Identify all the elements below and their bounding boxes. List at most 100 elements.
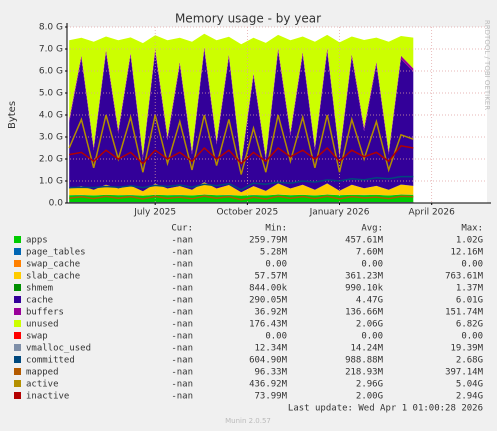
legend-column-header: Min:: [265, 224, 287, 234]
legend-stat: 0.00: [461, 332, 483, 342]
legend-stat: 2.68G: [456, 356, 483, 366]
y-tick-label: 6.0 G: [39, 67, 63, 77]
legend: Cur: Min: Avg: Max: apps -nan 259.79M 457.61M 1.…: [14, 224, 484, 402]
legend-entry: active: [26, 380, 59, 390]
y-tick-label: 0.0: [49, 199, 64, 209]
y-tick-label: 5.0 G: [39, 89, 63, 99]
legend-stat: 151.74M: [445, 308, 484, 318]
legend-stat: 73.99M: [254, 392, 287, 402]
legend-stat: 0.00: [461, 260, 483, 270]
legend-entry: vmalloc_used: [26, 344, 91, 354]
legend-stat: 1.02G: [456, 236, 483, 246]
legend-stat: -nan: [171, 248, 193, 258]
legend-stat: 1.37M: [456, 284, 484, 294]
legend-stat: 436.92M: [249, 380, 288, 390]
legend-column-header: Cur:: [171, 224, 193, 234]
y-tick-label: 2.0 G: [39, 155, 63, 165]
legend-stat: 988.88M: [345, 356, 384, 366]
legend-entry: apps: [26, 236, 48, 246]
legend-stat: 7.60M: [356, 248, 384, 258]
legend-swatch: [14, 320, 21, 327]
legend-stat: -nan: [171, 320, 193, 330]
legend-entry: swap_cache: [26, 260, 80, 270]
legend-entry: shmem: [26, 284, 53, 294]
legend-stat: -nan: [171, 308, 193, 318]
legend-stat: 136.66M: [345, 308, 384, 318]
legend-stat: 990.10k: [345, 284, 384, 294]
legend-swatch: [14, 368, 21, 375]
legend-column-header: Max:: [461, 224, 483, 234]
legend-swatch: [14, 248, 21, 255]
footer: Last update: Wed Apr 1 01:00:28 2026: [288, 404, 483, 414]
legend-stat: -nan: [171, 296, 193, 306]
legend-stat: 0.00: [265, 332, 287, 342]
legend-stat: 457.61M: [345, 236, 384, 246]
plot: 0.0 1.0 G 2.0 G 3.0 G 4.0 G 5.0 G 6.0 G 7.0 G 8.…: [39, 23, 491, 218]
line: [69, 175, 414, 191]
legend-stat: 19.39M: [450, 344, 483, 354]
legend-stat: 2.00G: [356, 392, 383, 402]
legend-stat: 176.43M: [249, 320, 288, 330]
legend-stat: 2.94G: [456, 392, 483, 402]
legend-stat: 844.00k: [249, 284, 288, 294]
legend-stat: -nan: [171, 344, 193, 354]
legend-stat: 5.04G: [456, 380, 483, 390]
legend-stat: 0.00: [265, 260, 287, 270]
legend-entry: buffers: [26, 308, 64, 318]
legend-swatch: [14, 344, 21, 351]
legend-swatch: [14, 356, 21, 363]
legend-stat: -nan: [171, 284, 193, 294]
legend-column-header: Avg:: [361, 224, 383, 234]
legend-swatch: [14, 236, 21, 243]
legend-stat: 361.23M: [345, 272, 384, 282]
legend-stat: 4.47G: [356, 296, 383, 306]
legend-stat: 12.16M: [450, 248, 483, 258]
legend-stat: -nan: [171, 392, 193, 402]
version: Munin 2.0.57: [225, 417, 271, 425]
line: [69, 144, 414, 165]
legend-stat: -nan: [171, 356, 193, 366]
legend-stat: 397.14M: [445, 368, 484, 378]
legend-stat: -nan: [171, 272, 193, 282]
legend-stat: 6.01G: [456, 296, 483, 306]
legend-swatch: [14, 260, 21, 267]
legend-stat: 763.61M: [445, 272, 484, 282]
area: [69, 194, 414, 196]
legend-stat: 2.96G: [356, 380, 383, 390]
legend-swatch: [14, 272, 21, 279]
area: [69, 33, 414, 163]
legend-entry: committed: [26, 356, 75, 366]
y-tick-label: 7.0 G: [39, 45, 63, 55]
y-tick-label: 3.0 G: [39, 133, 63, 143]
x-tick-label: April 2026: [409, 208, 456, 218]
legend-stat: 290.05M: [249, 296, 288, 306]
legend-entry: unused: [26, 320, 59, 330]
line: [68, 114, 414, 175]
y-tick-label: 8.0 G: [39, 23, 63, 33]
y-tick-label: 1.0 G: [39, 177, 63, 187]
legend-stat: -nan: [171, 380, 193, 390]
y-axis-label: Bytes: [7, 101, 18, 129]
legend-swatch: [14, 380, 21, 387]
legend-entry: cache: [26, 296, 53, 306]
area: [69, 194, 414, 203]
legend-stat: 57.57M: [254, 272, 287, 282]
legend-stat: -nan: [171, 332, 193, 342]
legend-stat: 218.93M: [345, 368, 384, 378]
x-tick-label: July 2025: [133, 208, 176, 218]
legend-entry: slab_cache: [26, 272, 80, 282]
legend-swatch: [14, 296, 21, 303]
legend-stat: 604.90M: [249, 356, 288, 366]
legend-stat: 14.24M: [350, 344, 383, 354]
legend-stat: 36.92M: [254, 308, 287, 318]
legend-entry: mapped: [26, 368, 59, 378]
legend-stat: 0.00: [361, 260, 383, 270]
legend-stat: 0.00: [361, 332, 383, 342]
legend-swatch: [14, 392, 21, 399]
chart-title: Memory usage - by year: [175, 12, 321, 26]
legend-entry: page_tables: [26, 248, 86, 258]
line: [69, 195, 414, 201]
legend-stat: -nan: [171, 260, 193, 270]
legend-entry: inactive: [26, 392, 69, 402]
